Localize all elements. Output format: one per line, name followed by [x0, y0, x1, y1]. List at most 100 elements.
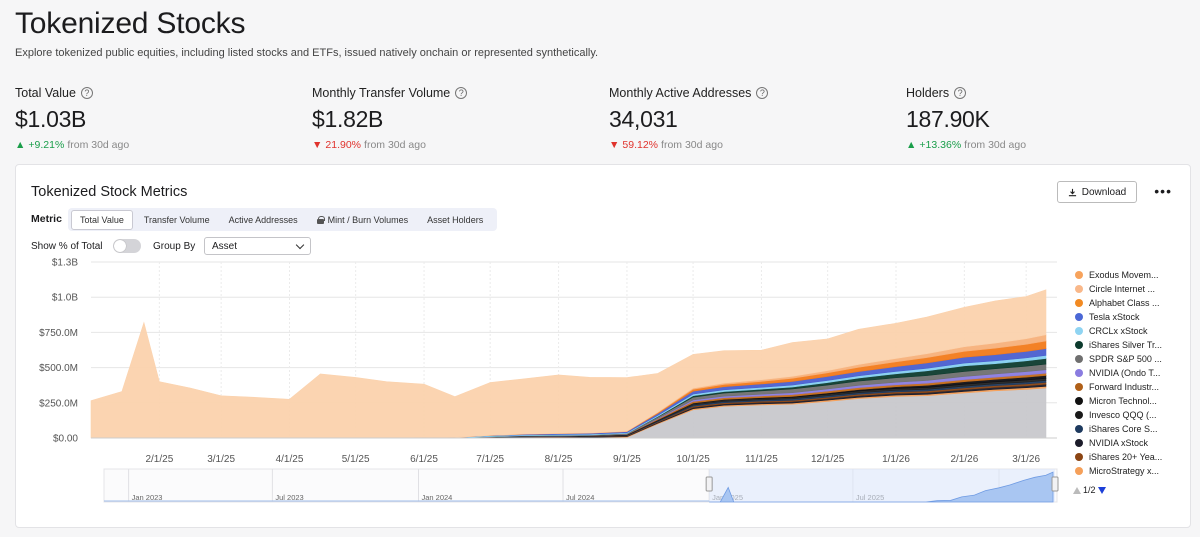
kpi-value: 34,031: [609, 106, 678, 132]
pager-next-icon[interactable]: [1097, 486, 1106, 494]
navigator-handle[interactable]: [705, 476, 713, 492]
kpi-label: Holders: [906, 86, 950, 100]
metric-tabs: Total Value Transfer Volume Active Addre…: [68, 208, 498, 231]
help-icon[interactable]: ?: [954, 87, 967, 99]
triangle-down-icon: ▼: [609, 139, 620, 151]
legend-item[interactable]: Circle Internet ...: [1075, 282, 1190, 296]
pager-prev-icon[interactable]: [1073, 486, 1081, 494]
legend-swatch: [1075, 369, 1083, 377]
legend-label: Forward Industr...: [1089, 382, 1160, 392]
legend-item[interactable]: SPDR S&P 500 ...: [1075, 352, 1190, 366]
metric-label: Metric: [31, 213, 62, 225]
help-icon[interactable]: ?: [455, 87, 468, 99]
x-tick-label: 5/1/25: [342, 454, 370, 465]
legend-swatch: [1075, 327, 1083, 335]
legend-item[interactable]: CRCLx xStock: [1075, 324, 1190, 338]
legend-item[interactable]: iShares 20+ Yea...: [1075, 450, 1190, 464]
triangle-up-icon: ▲: [906, 139, 917, 151]
help-icon[interactable]: ?: [80, 87, 93, 99]
x-tick-label: 10/1/25: [676, 454, 710, 465]
legend-label: Circle Internet ...: [1089, 284, 1156, 294]
x-tick-label: 8/1/25: [545, 454, 573, 465]
legend-pager: 1/2: [1073, 485, 1106, 495]
tab-label: Transfer Volume: [143, 214, 210, 225]
kpi-value: 187.90K: [906, 106, 990, 132]
navigator-series: [709, 471, 1054, 503]
tab-transfer-volume[interactable]: Transfer Volume: [136, 211, 218, 229]
download-button[interactable]: Download: [1057, 181, 1137, 203]
kpi-change: 59.12%: [622, 139, 659, 151]
legend-label: Micron Technol...: [1089, 396, 1157, 406]
legend-item[interactable]: iShares Silver Tr...: [1075, 338, 1190, 352]
kpi-change-suffix: from 30d ago: [964, 139, 1027, 151]
x-tick-label: 9/1/25: [613, 454, 641, 465]
legend-label: NVIDIA xStock: [1089, 438, 1149, 448]
download-label: Download: [1081, 186, 1127, 198]
x-tick-label: 3/1/25: [207, 454, 235, 465]
legend-swatch: [1075, 439, 1083, 447]
kpi-transfer-volume: Monthly Transfer Volume? $1.82B ▼ 21.90% f…: [312, 86, 592, 151]
legend-swatch: [1075, 355, 1083, 363]
kpi-change-suffix: from 30d ago: [67, 139, 130, 151]
group-by-label: Group By: [153, 241, 196, 252]
legend-item[interactable]: Tesla xStock: [1075, 310, 1190, 324]
navigator-handle[interactable]: [1051, 476, 1059, 492]
kpi-value: $1.82B: [312, 106, 384, 132]
x-tick-label: 11/1/25: [745, 454, 778, 465]
legend-label: MicroStrategy x...: [1089, 466, 1160, 476]
group-by-select[interactable]: Asset: [204, 237, 311, 255]
show-pct-label: Show % of Total: [31, 241, 103, 252]
show-pct-toggle[interactable]: [113, 239, 141, 253]
legend-swatch: [1075, 397, 1083, 405]
legend-item[interactable]: Micron Technol...: [1075, 394, 1190, 408]
legend-swatch: [1075, 467, 1083, 475]
legend-item[interactable]: iShares Core S...: [1075, 422, 1190, 436]
legend-label: CRCLx xStock: [1089, 326, 1148, 336]
card-title: Tokenized Stock Metrics: [31, 184, 188, 200]
navigator-tick-label: Jul 2024: [566, 493, 594, 502]
legend-item[interactable]: Exodus Movem...: [1075, 268, 1190, 282]
legend-item[interactable]: NVIDIA xStock: [1075, 436, 1190, 450]
more-options-icon[interactable]: •••: [1154, 183, 1172, 199]
legend-swatch: [1075, 425, 1083, 433]
y-tick-label: $250.0M: [39, 398, 78, 409]
tab-mint-burn-volumes[interactable]: Mint / Burn Volumes: [309, 211, 417, 229]
legend-label: Tesla xStock: [1089, 312, 1140, 322]
tab-active-addresses[interactable]: Active Addresses: [221, 211, 306, 229]
kpi-label: Monthly Active Addresses: [609, 86, 752, 100]
kpi-holders: Holders? 187.90K ▲ +13.36% from 30d ago: [906, 86, 1186, 151]
legend-item[interactable]: Forward Industr...: [1075, 380, 1190, 394]
legend-swatch: [1075, 383, 1083, 391]
x-tick-label: 2/1/26: [950, 454, 978, 465]
tab-label: Total Value: [80, 214, 124, 225]
legend-item[interactable]: NVIDIA (Ondo T...: [1075, 366, 1190, 380]
x-tick-label: 3/1/26: [1012, 454, 1040, 465]
y-tick-label: $750.0M: [39, 328, 78, 339]
tab-label: Mint / Burn Volumes: [327, 214, 409, 225]
kpi-change: 21.90%: [325, 139, 362, 151]
legend-label: SPDR S&P 500 ...: [1089, 354, 1162, 364]
legend-label: iShares Silver Tr...: [1089, 340, 1163, 350]
legend-label: NVIDIA (Ondo T...: [1089, 368, 1161, 378]
page-title: Tokenized Stocks: [15, 7, 246, 40]
x-tick-label: 6/1/25: [410, 454, 438, 465]
metrics-card: Tokenized Stock Metrics Download ••• Met…: [15, 164, 1191, 528]
kpi-value: $1.03B: [15, 106, 87, 132]
stacked-area-chart: $0.00 $250.0M $500.0M $750.0M $1.0B $1.3B 2/1/…: [39, 258, 1059, 503]
kpi-label: Monthly Transfer Volume: [312, 86, 451, 100]
legend-item[interactable]: MicroStrategy x...: [1075, 464, 1190, 478]
x-tick-label: 4/1/25: [276, 454, 304, 465]
tab-total-value[interactable]: Total Value: [71, 209, 133, 230]
kpi-label: Total Value: [15, 86, 76, 100]
x-tick-label: 2/1/25: [145, 454, 173, 465]
tab-asset-holders[interactable]: Asset Holders: [419, 211, 491, 229]
kpi-change-suffix: from 30d ago: [364, 139, 426, 151]
page-subtitle: Explore tokenized public equities, inclu…: [15, 47, 599, 59]
help-icon[interactable]: ?: [756, 87, 769, 99]
legend-label: Invesco QQQ (...: [1089, 410, 1157, 420]
legend-item[interactable]: Invesco QQQ (...: [1075, 408, 1190, 422]
lock-icon: [316, 215, 325, 224]
y-tick-label: $1.3B: [52, 258, 78, 269]
kpi-change-suffix: from 30d ago: [661, 139, 723, 151]
legend-item[interactable]: Alphabet Class ...: [1075, 296, 1190, 310]
